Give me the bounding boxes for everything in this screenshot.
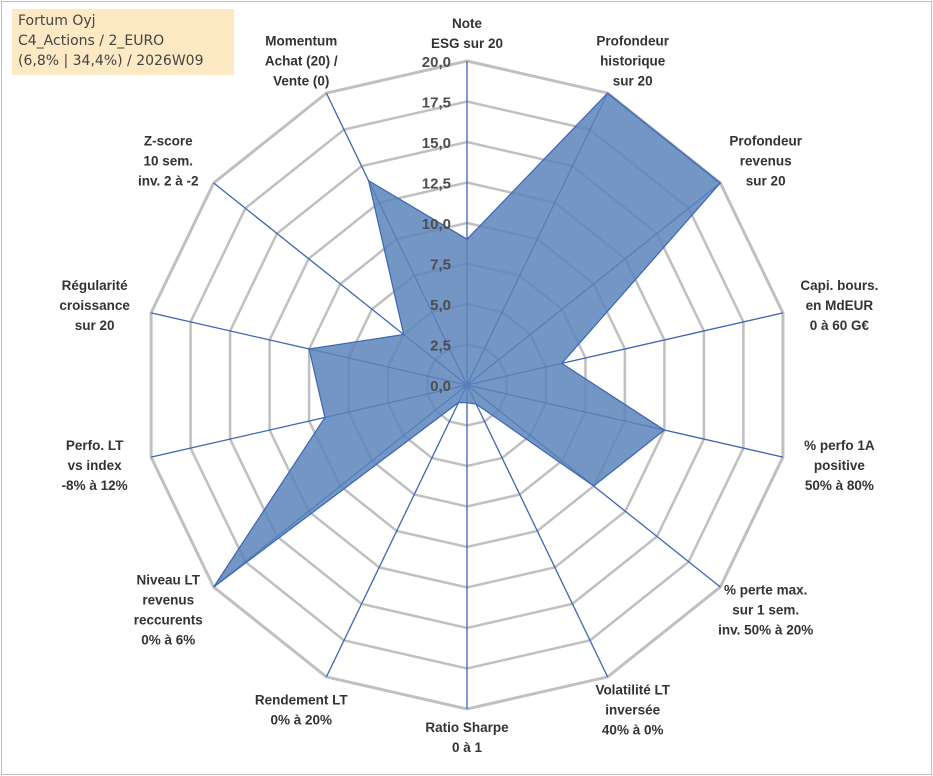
axis-label: Profondeur revenus sur 20 [729,134,802,189]
axis-label-line: 10 sem. [144,154,194,169]
axis-label-line: Ratio Sharpe [425,720,509,735]
spoke-line [325,384,468,678]
axis-label-line: revenus [740,154,792,169]
axis-label-line: sur 1 sem. [732,603,799,618]
axis-label: Rendement LT 0% à 20% [255,692,349,727]
axis-label-line: Capi. bours. [800,278,878,293]
axis-label-line: en MdEUR [806,298,874,313]
axis-label: Perfo. LT vs index -8% à 12% [62,438,128,493]
axis-label-line: Perfo. LT [66,438,124,453]
radial-tick-labels: 0,0 2,5 5,0 7,5 10,0 12,5 15,0 17,5 20,0 [422,54,451,395]
axis-label: Volatilité LT inversée 40% à 0% [595,682,670,737]
axis-label-line: Régularité [62,278,129,293]
tick-label: 5,0 [430,297,451,314]
axis-label-line: 0 à 1 [452,740,483,755]
info-stats-week: (6,8% | 34,4%) / 2026W09 [18,53,204,69]
axis-label-line: inversée [605,702,660,717]
axis-label-line: reccurents [134,613,203,628]
axis-label-line: positive [814,458,866,473]
axis-label-line: 40% à 0% [602,722,664,737]
axis-label: % perfo 1A positive 50% à 80% [804,438,875,493]
info-box: Fortum Oyj C4_Actions / 2_EURO (6,8% | 3… [12,9,234,75]
info-category: C4_Actions / 2_EURO [18,33,165,49]
axis-label: Niveau LT revenus reccurents 0% à 6% [134,573,203,648]
tick-label: 15,0 [422,135,451,152]
axis-label: Note ESG sur 20 [431,16,503,51]
axis-label-line: Achat (20) / [265,54,338,69]
axis-labels: Note ESG sur 20 Profondeur historique sur 20… [59,16,878,755]
axis-label: Profondeur historique sur 20 [596,34,669,89]
axis-label-line: historique [600,54,666,69]
axis-label-line: Note [452,16,482,31]
axis-label: Capi. bours. en MdEUR 0 à 60 G€ [800,278,878,333]
axis-label-line: Momentum [265,34,337,49]
tick-label: 12,5 [422,176,451,193]
axis-label-line: ESG sur 20 [431,36,503,51]
tick-label: 0,0 [430,378,451,395]
axis-label-line: Profondeur [596,34,669,49]
axis-label-line: vs index [68,458,123,473]
spoke-line [466,384,609,678]
axis-label-line: % perfo 1A [804,438,875,453]
axis-label-line: -8% à 12% [62,478,128,493]
axis-label: Régularité croissance sur 20 [59,278,130,333]
axis-label-line: 50% à 80% [805,478,874,493]
axis-label: Momentum Achat (20) / Vente (0) [265,34,338,89]
axis-label-line: 0% à 6% [141,633,195,648]
axis-label-line: sur 20 [613,74,653,89]
axis-label-line: 0 à 60 G€ [810,318,870,333]
axis-label-line: inv. 2 à -2 [138,174,199,189]
axis-label-line: revenus [142,593,194,608]
axis-label-line: sur 20 [746,174,786,189]
info-company-name: Fortum Oyj [18,13,96,29]
axis-label-line: Niveau LT [137,573,201,588]
axis-label-line: Z-score [144,134,193,149]
axis-label-line: inv. 50% à 20% [718,623,813,638]
data-area [213,92,722,588]
tick-label: 7,5 [430,257,451,274]
tick-label: 17,5 [422,95,451,112]
axis-label: % perte max. sur 1 sem. inv. 50% à 20% [718,583,813,638]
axis-label-line: Volatilité LT [595,682,670,697]
axis-label-line: Profondeur [729,134,802,149]
tick-label: 2,5 [430,338,451,355]
radar-series [213,92,722,588]
tick-label: 20,0 [422,54,451,71]
axis-label-line: Rendement LT [255,692,349,707]
axis-label-line: sur 20 [75,318,115,333]
axis-label-line: croissance [59,298,130,313]
axis-label-line: 0% à 20% [271,712,333,727]
axis-label-line: % perte max. [724,583,807,598]
axis-label: Z-score 10 sem. inv. 2 à -2 [138,134,199,189]
axis-label-line: Vente (0) [273,74,329,89]
tick-label: 10,0 [422,216,451,233]
axis-label: Ratio Sharpe 0 à 1 [425,720,509,755]
